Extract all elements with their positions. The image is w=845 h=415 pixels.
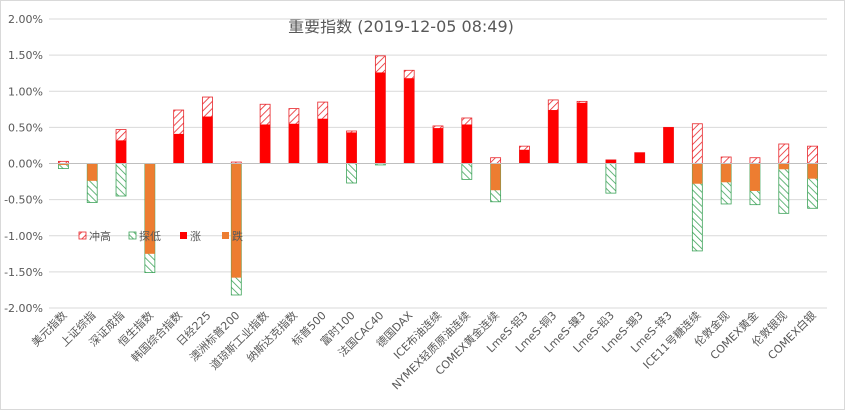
bar-down	[749, 163, 760, 191]
bar-down	[721, 163, 732, 183]
bar-up	[288, 123, 299, 164]
legend-label-up: 涨	[190, 230, 201, 243]
legend-swatch-high	[78, 231, 87, 240]
bar-down	[144, 163, 155, 254]
bar-high	[490, 157, 502, 164]
x-axis-labels: 美元指数上证综指深证成指恒生指数韩国综合指数日经225澳洲标普200道琼斯工业指…	[29, 308, 819, 392]
bar-low	[605, 163, 617, 194]
bar-up	[461, 124, 472, 164]
y-tick-label: 1.50%	[8, 49, 43, 62]
bar-up	[173, 133, 184, 164]
legend-label-down: 跌	[232, 229, 243, 243]
legend-swatch-up	[180, 232, 187, 239]
bar-up	[404, 78, 415, 164]
bar-low	[778, 163, 790, 214]
bar-up	[519, 149, 530, 164]
bar-down	[490, 163, 501, 191]
bar-up	[433, 128, 443, 164]
bar-high	[691, 123, 703, 164]
bar-up	[634, 152, 645, 164]
bar-up	[202, 116, 213, 164]
y-tick-label: 0.00%	[8, 158, 43, 171]
bar-low	[115, 163, 127, 197]
bar-up	[346, 132, 357, 164]
bar-up	[605, 159, 616, 164]
y-tick-label: -1.00%	[4, 230, 43, 243]
legend-swatch-low	[128, 231, 137, 240]
bar-up	[260, 124, 271, 164]
y-tick-label: 0.50%	[8, 121, 43, 134]
y-tick-label: 2.00%	[8, 13, 43, 26]
y-tick-label: -2.00%	[4, 302, 43, 315]
bar-low	[461, 163, 473, 180]
bar-up	[317, 118, 328, 164]
bars	[49, 55, 827, 296]
bar-up	[663, 127, 674, 164]
y-tick-label: 1.00%	[8, 85, 43, 98]
bar-down	[692, 163, 703, 184]
legend-label-low: 探低	[139, 230, 161, 243]
bar-down	[58, 163, 69, 165]
y-tick-label: -0.50%	[4, 194, 43, 207]
legend: 冲高 探低 涨 跌	[78, 229, 243, 243]
bar-high	[778, 143, 790, 164]
legend-label-high: 冲高	[89, 229, 111, 243]
bar-down	[778, 163, 789, 170]
bar-up	[375, 72, 386, 164]
bar-down	[231, 163, 242, 278]
chart-title: 重要指数 (2019-12-05 08:49)	[288, 17, 514, 36]
bar-down	[87, 163, 98, 181]
bar-up	[548, 110, 559, 164]
y-tick-label: -1.50%	[4, 266, 43, 279]
bar-high	[807, 145, 818, 164]
bar-up	[116, 140, 127, 164]
y-axis-ticks: -2.00% -1.50% -1.00% -0.50% 0.00% 0.50% 1.00% 1…	[4, 13, 43, 315]
bar-up	[577, 102, 588, 164]
legend-swatch-down	[222, 232, 229, 239]
bar-high	[720, 156, 732, 164]
bar-down	[807, 163, 818, 179]
bar-low	[346, 163, 357, 184]
bar-high	[749, 157, 761, 164]
